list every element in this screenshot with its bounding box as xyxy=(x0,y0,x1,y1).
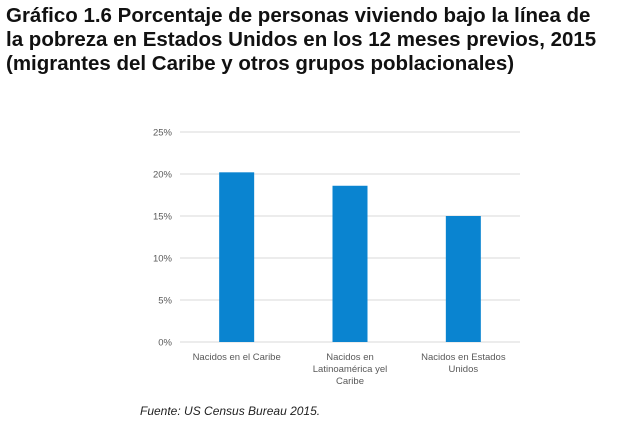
chart-title-line-1: Gráfico 1.6 Porcentaje de personas vivie… xyxy=(6,4,591,27)
x-tick-label: Unidos xyxy=(449,364,479,375)
source-note: Fuente: US Census Bureau 2015. xyxy=(140,404,321,418)
bar xyxy=(332,185,368,342)
y-tick-label: 0% xyxy=(158,338,172,349)
y-tick-label: 25% xyxy=(153,128,173,139)
x-tick-label: Nacidos en xyxy=(326,352,374,363)
x-tick-label: Nacidos en Estados xyxy=(421,352,506,363)
bar xyxy=(445,216,481,342)
chart-title-line-3: (migrantes del Caribe y otros grupos pob… xyxy=(6,52,515,75)
bar xyxy=(219,172,255,342)
chart-title: Gráfico 1.6 Porcentaje de personas vivie… xyxy=(6,4,642,76)
y-tick-label: 15% xyxy=(153,212,173,223)
x-tick-label: Latinoamérica yel xyxy=(313,364,387,375)
chart-title-line-2: la pobreza en Estados Unidos en los 12 m… xyxy=(6,28,597,51)
bar-chart: 0% 5% 10% 15% 20% 25% Nacidos en el Caribe Naci… xyxy=(153,128,520,387)
y-tick-label: 10% xyxy=(153,254,173,265)
y-tick-label: 5% xyxy=(158,296,172,307)
y-tick-label: 20% xyxy=(153,170,173,181)
x-tick-label: Caribe xyxy=(336,376,364,387)
x-tick-label: Nacidos en el Caribe xyxy=(193,352,281,363)
